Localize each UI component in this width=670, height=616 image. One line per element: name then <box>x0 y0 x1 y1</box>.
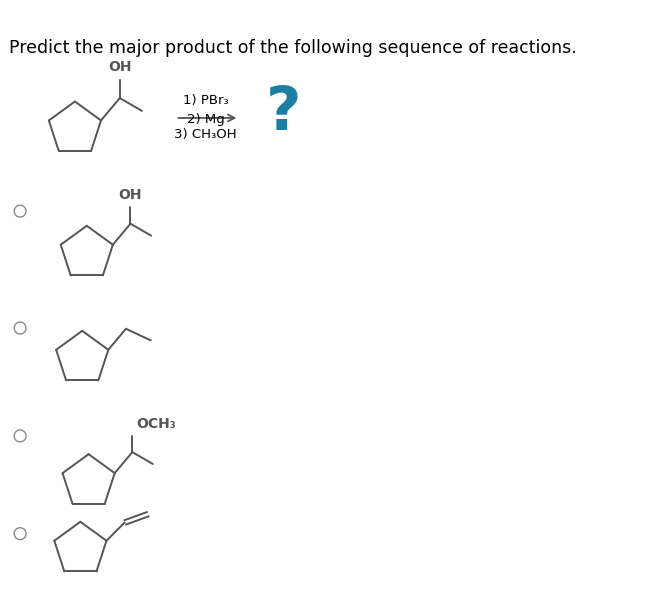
Text: 2) Mg: 2) Mg <box>187 113 224 126</box>
Text: 1) PBr₃: 1) PBr₃ <box>183 94 228 107</box>
Text: OH: OH <box>119 188 142 202</box>
Text: OCH₃: OCH₃ <box>136 417 176 431</box>
Text: ?: ? <box>265 84 301 143</box>
Text: OH: OH <box>108 60 131 75</box>
Text: Predict the major product of the following sequence of reactions.: Predict the major product of the followi… <box>9 39 577 57</box>
Text: 3) CH₃OH: 3) CH₃OH <box>174 128 237 141</box>
